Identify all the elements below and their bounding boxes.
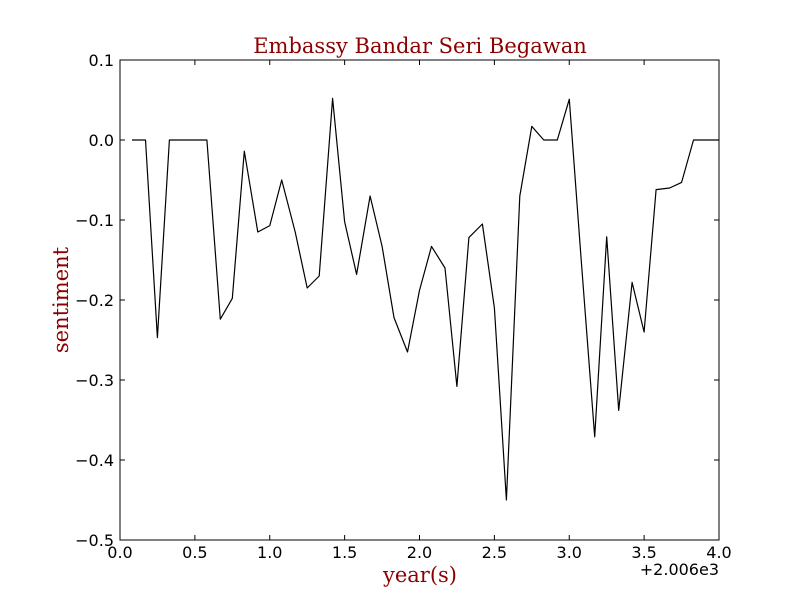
y-tick-label: 0.0 [89, 131, 114, 150]
x-tick-label: 3.5 [631, 543, 656, 562]
x-axis-label: year(s) [382, 563, 457, 587]
y-tick-label: −0.3 [75, 371, 114, 390]
y-tick-label: −0.1 [75, 211, 114, 230]
chart-title: Embassy Bandar Seri Begawan [253, 34, 587, 58]
x-axis-offset-label: +2.006e3 [640, 560, 719, 579]
y-tick-label: −0.4 [75, 451, 114, 470]
y-axis: 0.1 0.0 −0.1 −0.2 −0.3 −0.4 −0.5 [75, 51, 719, 550]
y-tick-label: −0.5 [75, 531, 114, 550]
x-tick-label: 3.0 [557, 543, 582, 562]
x-tick-label: 1.0 [257, 543, 282, 562]
plot-frame [119, 59, 720, 541]
x-tick-label: 1.5 [332, 543, 357, 562]
y-tick-label: 0.1 [89, 51, 114, 70]
x-tick-label: 2.5 [482, 543, 507, 562]
sentiment-series-line [132, 97, 719, 501]
x-tick-label: 0.0 [107, 543, 132, 562]
x-axis: 0.0 0.5 1.0 1.5 2.0 2.5 3.0 3.5 4.0 [107, 60, 732, 562]
y-axis-label: sentiment [49, 246, 73, 353]
x-tick-label: 2.0 [407, 543, 432, 562]
x-tick-label: 0.5 [182, 543, 207, 562]
x-tick-label: 4.0 [706, 543, 731, 562]
y-tick-label: −0.2 [75, 291, 114, 310]
